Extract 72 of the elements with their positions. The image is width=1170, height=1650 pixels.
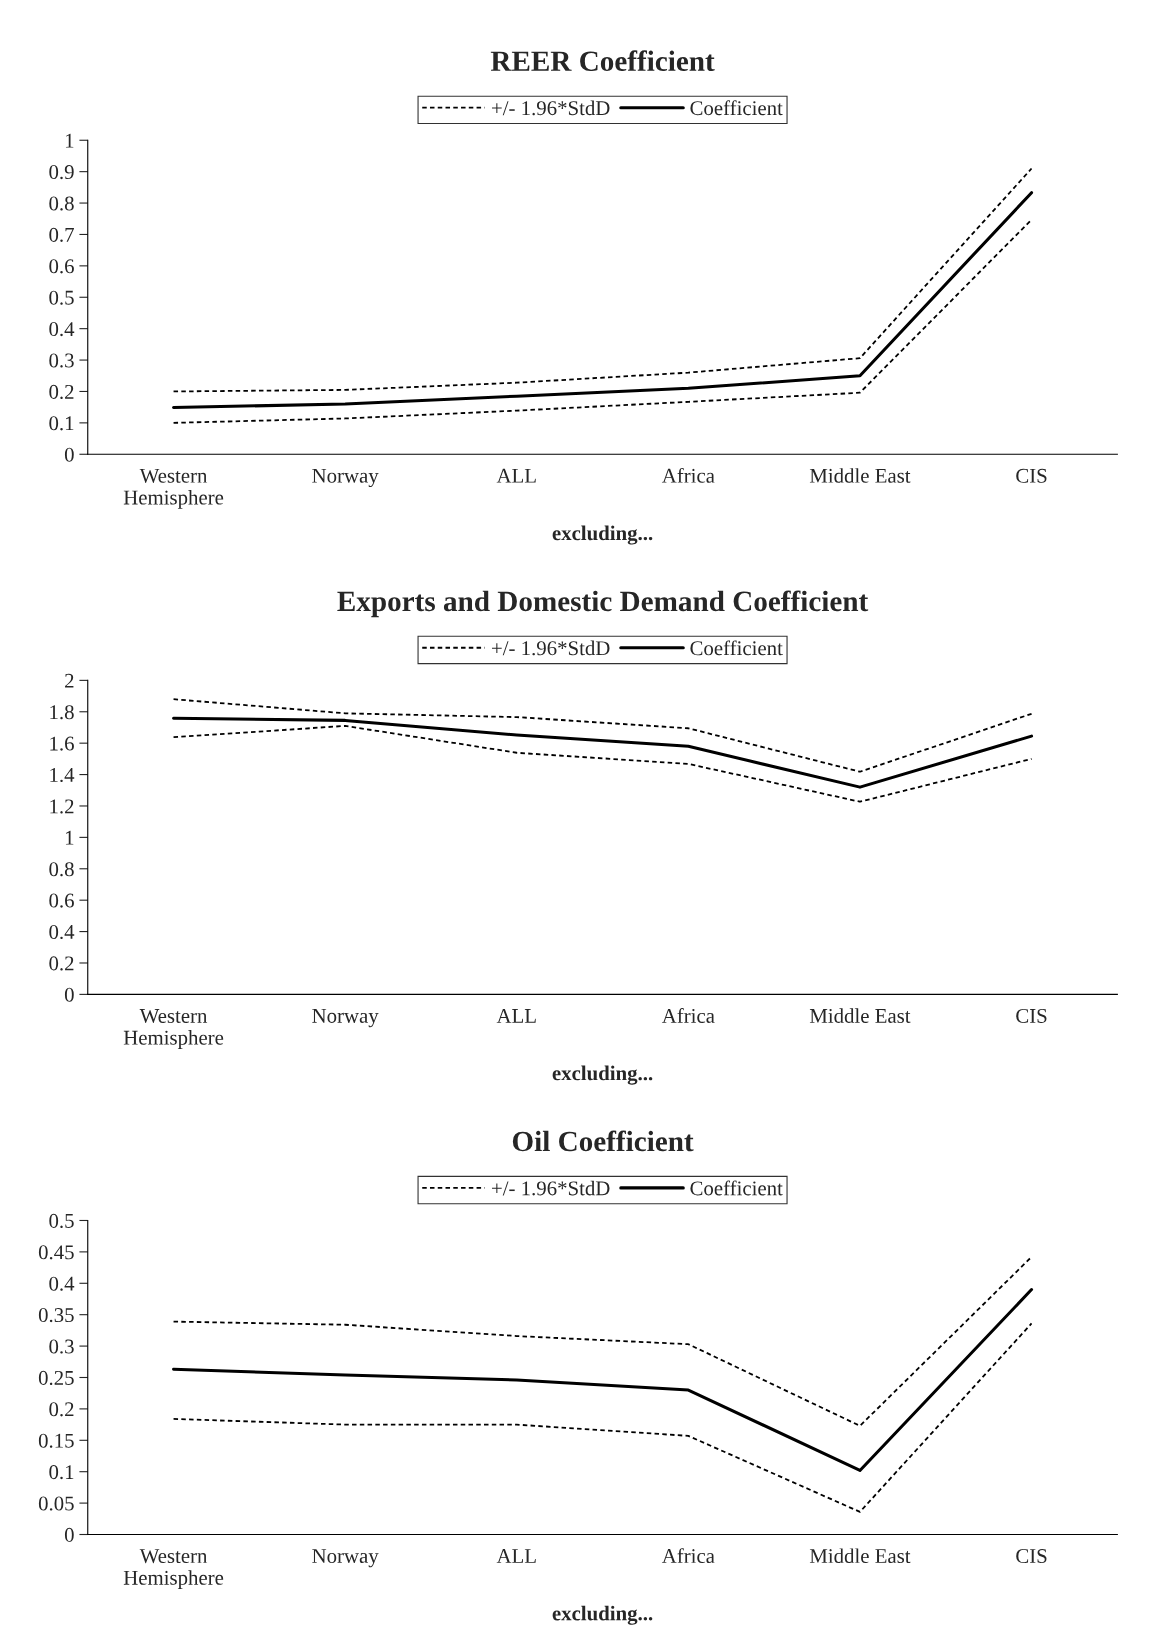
x-tick-label: Middle East [809,1548,911,1564]
x-tick-label: CIS [1016,1549,1047,1564]
x-tick-label: Middle East [809,468,911,483]
legend-label: +/- 1.96*StdD [492,1180,610,1196]
y-tick-label: 1.2 [50,799,74,814]
line-series [172,1256,1033,1427]
chart-title: Oil Coefficient [512,1130,694,1152]
x-tick-label: Africa [661,1548,715,1564]
y-tick-label: 0.4 [49,1276,75,1291]
y-tick-label: 0.2 [49,956,74,971]
legend-label: Coefficient [690,1180,783,1196]
y-tick-label: 0.9 [49,165,74,180]
legend-label: Coefficient [690,640,783,656]
y-tick-label: 1.6 [50,736,74,751]
y-tick-label: 0.2 [49,1402,74,1417]
x-axis-title: excluding... [552,1605,653,1625]
x-tick-label: Africa [661,1008,715,1023]
y-tick-label: 0.05 [38,1496,74,1511]
x-tick-label: ALL [496,1008,536,1023]
y-tick-label: 0.1 [49,416,74,431]
line-series [172,1288,1034,1472]
y-tick-label: 0 [64,987,74,1002]
line-series [172,191,1034,410]
x-tick-label: ALL [496,1549,536,1563]
y-tick-label: 0.35 [38,1308,74,1323]
line-series [172,698,1033,773]
y-tick-label: 0 [64,447,74,462]
y-tick-label: 2 [65,673,74,688]
y-tick-label: 0.15 [38,1433,74,1448]
legend-label: +/- 1.96*StdD [492,640,610,656]
y-tick-label: 0.25 [38,1370,74,1386]
x-tick-label: Africa [661,467,715,483]
y-tick-label: 1 [65,830,74,845]
x-tick-label: Norway [312,468,379,488]
y-tick-label: 0.8 [49,862,74,877]
x-tick-label: Western Hemisphere [123,1549,224,1590]
line-series [172,716,1034,789]
line-series [172,167,1033,393]
x-tick-label: ALL [496,468,536,483]
x-tick-label: Western Hemisphere [123,1009,224,1049]
y-tick-label: 0.6 [49,259,74,274]
line-series [172,218,1033,424]
line-series [172,1322,1033,1513]
y-tick-label: 0.5 [49,290,74,305]
y-tick-label: 0.7 [49,227,74,242]
y-tick-label: 0.4 [49,924,75,940]
legend-label: +/- 1.96*StdD [492,100,610,116]
y-tick-label: 0.1 [49,1465,74,1480]
line-series [172,724,1033,803]
y-tick-label: 1 [65,133,74,148]
x-tick-label: CIS [1016,1008,1047,1023]
y-tick-label: 0.3 [49,353,74,368]
x-tick-label: Norway [312,1549,379,1568]
x-axis-title: excluding... [552,1065,653,1085]
x-tick-label: Norway [312,1009,379,1028]
chart-title: Exports and Domestic Demand Coefficient [337,590,869,618]
chart-title: REER Coefficient [490,50,715,72]
y-tick-label: 1.8 [50,705,74,720]
y-tick-label: 0.2 [49,384,74,399]
x-tick-label: Middle East [809,1008,911,1023]
y-tick-label: 0.4 [49,322,75,337]
y-tick-label: 0.6 [49,893,74,908]
y-tick-label: 0 [64,1527,74,1542]
y-tick-label: 0.45 [38,1245,74,1260]
y-tick-label: 0.5 [49,1213,74,1228]
legend-label: Coefficient [690,100,783,116]
y-tick-label: 0.8 [49,196,74,211]
x-tick-label: Western Hemisphere [123,468,224,509]
x-axis-title: excluding... [552,525,653,545]
y-tick-label: 1.4 [50,768,75,783]
y-tick-label: 0.3 [49,1339,74,1354]
x-tick-label: CIS [1016,468,1047,483]
